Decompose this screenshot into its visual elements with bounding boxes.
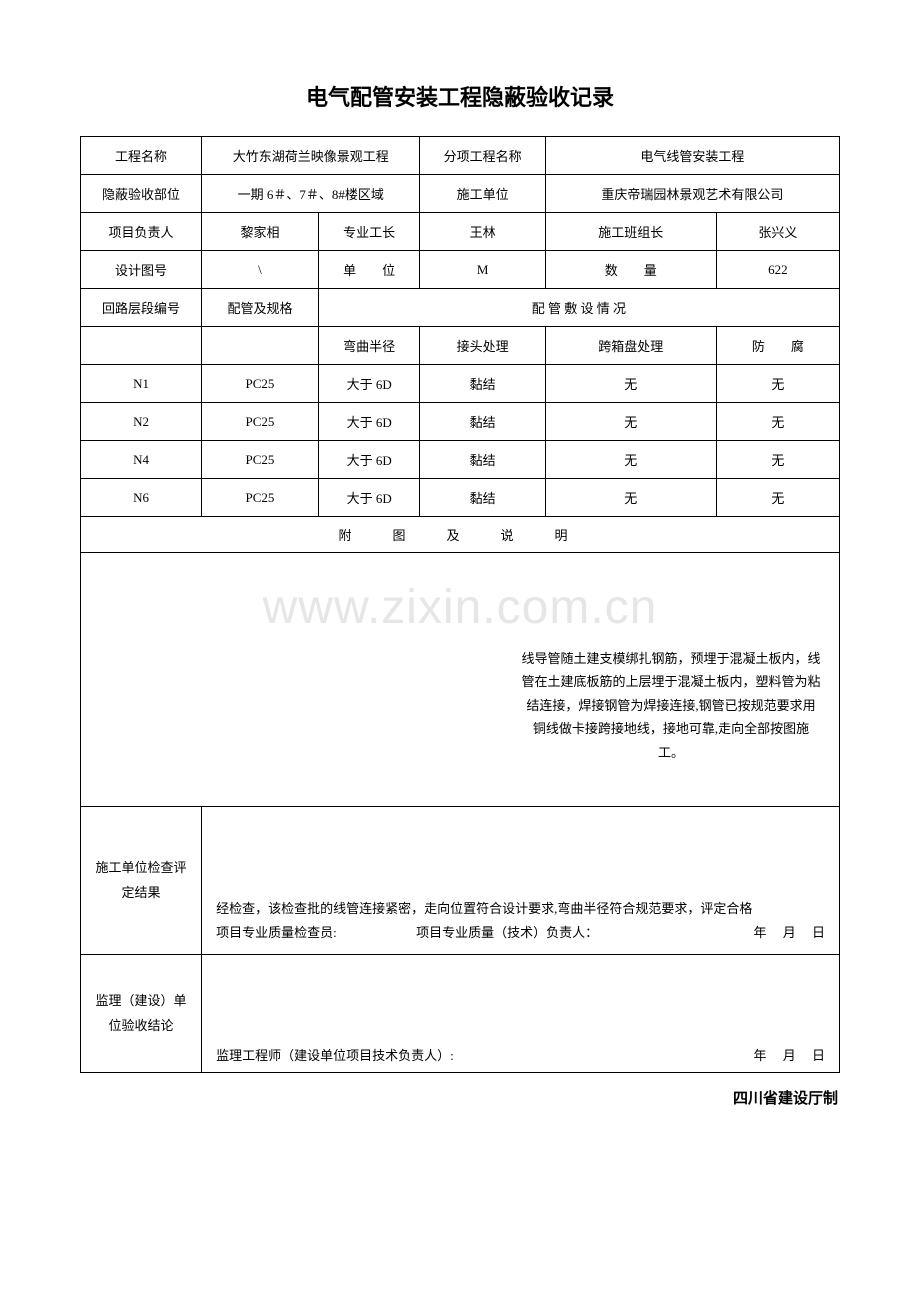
check-text: 经检查，该检查批的线管连接紧密，走向位置符合设计要求,弯曲半径符合规范要求，评定… — [216, 897, 825, 922]
cell-no: N1 — [81, 365, 202, 403]
cell-cross: 无 — [545, 365, 716, 403]
cell-joint: 黏结 — [420, 441, 545, 479]
supervision-cell: 监理工程师（建设单位项目技术负责人）: 年 月 日 — [202, 955, 840, 1073]
cell-cross: 无 — [545, 403, 716, 441]
label-cross-box: 跨箱盘处理 — [545, 327, 716, 365]
cell-bend: 大于 6D — [318, 441, 420, 479]
value-hidden-part: 一期 6＃、7＃、8#楼区域 — [202, 175, 420, 213]
cell-spec: PC25 — [202, 441, 319, 479]
check-date: 年 月 日 — [753, 921, 825, 946]
label-unit: 单 位 — [318, 251, 420, 289]
label-joint: 接头处理 — [420, 327, 545, 365]
cell-bend: 大于 6D — [318, 479, 420, 517]
record-table: 工程名称 大竹东湖荷兰映像景观工程 分项工程名称 电气线管安装工程 隐蔽验收部位… — [80, 136, 840, 1073]
label-quantity: 数 量 — [545, 251, 716, 289]
cell-no: N6 — [81, 479, 202, 517]
label-project-leader: 项目负责人 — [81, 213, 202, 251]
label-circuit-no: 回路层段编号 — [81, 289, 202, 327]
supervision-signer: 监理工程师（建设单位项目技术负责人）: — [216, 1045, 454, 1064]
label-pipe-laying: 配 管 敷 设 情 况 — [318, 289, 839, 327]
cell-anti: 无 — [716, 403, 839, 441]
data-row: N6 PC25 大于 6D 黏结 无 无 — [81, 479, 840, 517]
data-row: N4 PC25 大于 6D 黏结 无 无 — [81, 441, 840, 479]
cell-joint: 黏结 — [420, 365, 545, 403]
label-team-leader: 施工班组长 — [545, 213, 716, 251]
value-project-name: 大竹东湖荷兰映像景观工程 — [202, 137, 420, 175]
label-construction-unit: 施工单位 — [420, 175, 545, 213]
check-signer2: 项目专业质量（技术）负责人： — [416, 921, 753, 946]
label-hidden-part: 隐蔽验收部位 — [81, 175, 202, 213]
cell-no: N2 — [81, 403, 202, 441]
footer-text: 四川省建设厅制 — [80, 1087, 840, 1108]
cell-no: N4 — [81, 441, 202, 479]
label-bend-radius: 弯曲半径 — [318, 327, 420, 365]
label-project-name: 工程名称 — [81, 137, 202, 175]
value-sub-project: 电气线管安装工程 — [545, 137, 839, 175]
value-quantity: 622 — [716, 251, 839, 289]
cell-anti: 无 — [716, 365, 839, 403]
check-result-cell: 经检查，该检查批的线管连接紧密，走向位置符合设计要求,弯曲半径符合规范要求，评定… — [202, 807, 840, 955]
value-unit: M — [420, 251, 545, 289]
label-pipe-spec: 配管及规格 — [202, 289, 319, 327]
data-row: N1 PC25 大于 6D 黏结 无 无 — [81, 365, 840, 403]
label-anti-corrosion: 防 腐 — [716, 327, 839, 365]
value-foreman: 王林 — [420, 213, 545, 251]
label-sub-project: 分项工程名称 — [420, 137, 545, 175]
label-supervision: 监理（建设）单位验收结论 — [81, 955, 202, 1073]
label-foreman: 专业工长 — [318, 213, 420, 251]
empty-cell — [202, 327, 319, 365]
value-construction-unit: 重庆帝瑞园林景观艺术有限公司 — [545, 175, 839, 213]
description-cell: 线导管随土建支模绑扎钢筋，预埋于混凝土板内，线管在土建底板筋的上层埋于混凝土板内… — [81, 553, 840, 807]
value-project-leader: 黎家相 — [202, 213, 319, 251]
label-design-no: 设计图号 — [81, 251, 202, 289]
cell-spec: PC25 — [202, 365, 319, 403]
data-row: N2 PC25 大于 6D 黏结 无 无 — [81, 403, 840, 441]
cell-spec: PC25 — [202, 403, 319, 441]
document-title: 电气配管安装工程隐蔽验收记录 — [80, 80, 840, 112]
label-check-result: 施工单位检查评定结果 — [81, 807, 202, 955]
value-team-leader: 张兴义 — [716, 213, 839, 251]
check-signer1: 项目专业质量检查员: — [216, 921, 416, 946]
cell-joint: 黏结 — [420, 479, 545, 517]
cell-bend: 大于 6D — [318, 365, 420, 403]
empty-cell — [81, 327, 202, 365]
description-text: 线导管随土建支模绑扎钢筋，预埋于混凝土板内，线管在土建底板筋的上层埋于混凝土板内… — [521, 647, 821, 764]
cell-cross: 无 — [545, 479, 716, 517]
cell-joint: 黏结 — [420, 403, 545, 441]
supervision-date: 年 月 日 — [753, 1045, 825, 1064]
cell-spec: PC25 — [202, 479, 319, 517]
label-attachment: 附 图 及 说 明 — [81, 517, 840, 553]
cell-anti: 无 — [716, 441, 839, 479]
cell-bend: 大于 6D — [318, 403, 420, 441]
value-design-no: \ — [202, 251, 319, 289]
cell-cross: 无 — [545, 441, 716, 479]
cell-anti: 无 — [716, 479, 839, 517]
